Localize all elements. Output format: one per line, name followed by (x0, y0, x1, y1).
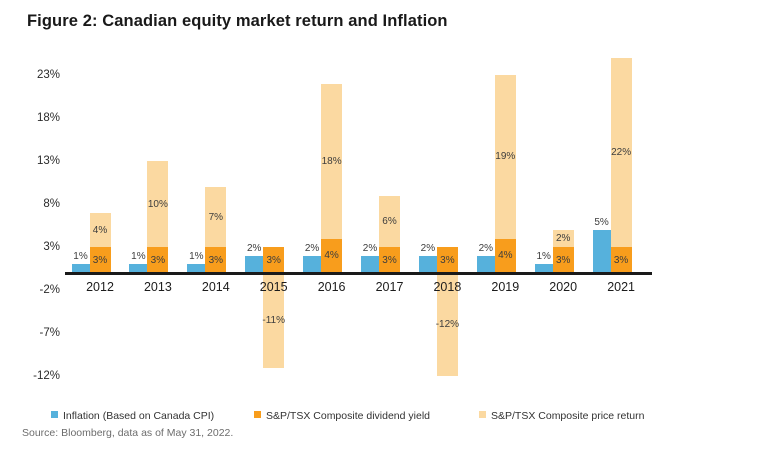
bar-price-return-2015 (263, 273, 285, 368)
bar-price-return-2014 (205, 187, 227, 248)
bar-inflation-2018 (418, 255, 437, 273)
bar-value-label: 3% (92, 254, 108, 266)
bar-dividend-yield-2017 (379, 247, 400, 273)
bar-price-return-2021 (610, 58, 632, 248)
bar-inflation-2017 (361, 255, 379, 273)
bar-value-label: -11% (262, 314, 285, 326)
bar-inflation-2012 (71, 264, 90, 273)
bar-dividend-yield-2016 (321, 238, 343, 273)
bar-value-label: 1% (536, 251, 551, 263)
bar-inflation-2015 (245, 255, 264, 273)
bar-dividend-yield-2015 (263, 247, 285, 273)
x-axis-year-label: 2013 (143, 280, 172, 294)
bar-value-label: 3% (382, 254, 397, 266)
legend-label: S&P/TSX Composite dividend yield (266, 409, 430, 422)
y-axis-tick-label: 18% (36, 112, 60, 125)
bar-value-label: 2% (246, 242, 262, 254)
x-axis-line (65, 272, 652, 275)
legend-item-0: Inflation (Based on Canada CPI) (51, 407, 215, 422)
x-axis-year-label: 2012 (86, 280, 114, 294)
y-axis-tick-label: -7% (39, 327, 60, 340)
bar-price-return-2012 (89, 212, 111, 248)
bar-price-return-2016 (321, 83, 343, 239)
bar-value-label: 5% (594, 217, 609, 228)
legend-item-2: S&P/TSX Composite price return (479, 407, 645, 422)
bar-value-label: 1% (189, 251, 204, 263)
bar-value-label: 2% (478, 242, 494, 254)
legend-label: Inflation (Based on Canada CPI) (63, 409, 215, 422)
x-axis-year-label: 2017 (375, 280, 404, 294)
bar-value-label: 3% (266, 254, 281, 266)
legend-swatch-icon (254, 411, 261, 419)
bar-value-label: 3% (555, 254, 571, 266)
figure-title: Figure 2: Canadian equity market return … (27, 12, 448, 30)
bar-value-label: 2% (555, 233, 571, 245)
bar-value-label: 10% (147, 198, 168, 210)
bar-value-label: 3% (613, 254, 629, 266)
bar-value-label: 4% (498, 250, 513, 262)
legend-swatch-icon (479, 411, 486, 419)
chart-legend: Inflation (Based on Canada CPI) S&P/TSX C… (0, 407, 768, 423)
x-axis-year-label: 2018 (433, 280, 462, 294)
legend-swatch-icon (51, 411, 58, 419)
y-axis-tick-label: 8% (43, 198, 60, 211)
bar-inflation-2014 (187, 264, 206, 273)
bar-value-label: 19% (495, 151, 516, 163)
bar-price-return-2020 (552, 230, 574, 248)
bar-inflation-2016 (303, 255, 322, 273)
bar-dividend-yield-2013 (147, 247, 169, 273)
bar-value-label: 2% (420, 242, 436, 254)
bar-inflation-2021 (592, 230, 611, 273)
bar-value-label: 4% (324, 250, 339, 262)
y-axis-tick-label: 13% (36, 155, 60, 168)
bar-value-label: 3% (440, 254, 455, 266)
bar-value-label: 1% (73, 251, 88, 263)
chart-area: 23% 18% 13% 8% 3% -2% -7% -12% 1% 3% 4% 2012 1% 3% 10%… (33, 58, 652, 383)
legend-label: S&P/TSX Composite price return (491, 409, 645, 422)
x-axis-year-label: 2016 (317, 280, 346, 294)
bar-value-label: 2% (362, 242, 378, 254)
bar-dividend-yield-2014 (205, 247, 227, 273)
bar-value-label: -12% (435, 319, 460, 331)
bar-dividend-yield-2020 (552, 247, 574, 273)
x-axis-year-label: 2015 (259, 280, 288, 294)
bar-inflation-2019 (476, 255, 495, 273)
bar-price-return-2018 (436, 273, 458, 377)
bar-dividend-yield-2019 (494, 238, 516, 273)
bar-value-label: 4% (92, 224, 108, 236)
bar-value-label: 18% (321, 155, 342, 167)
y-axis-tick-label: -12% (33, 370, 60, 383)
x-axis-year-label: 2019 (491, 280, 520, 294)
bar-dividend-yield-2018 (436, 247, 458, 273)
bar-value-label: 3% (208, 254, 224, 266)
bar-value-label: 6% (382, 215, 397, 227)
y-axis-tick-label: 3% (43, 241, 60, 254)
bar-price-return-2019 (494, 75, 516, 239)
y-axis-tick-label: 23% (36, 69, 60, 82)
bar-value-label: 2% (304, 242, 320, 254)
x-axis-year-label: 2014 (201, 280, 230, 294)
bar-dividend-yield-2021 (610, 247, 632, 273)
bar-value-label: 22% (611, 147, 632, 159)
source-note: Source: Bloomberg, data as of May 31, 20… (22, 427, 234, 439)
bar-inflation-2020 (534, 264, 553, 273)
bar-value-label: 7% (208, 211, 224, 223)
legend-item-1: S&P/TSX Composite dividend yield (254, 407, 430, 422)
x-axis-year-label: 2020 (549, 280, 578, 294)
bar-inflation-2013 (129, 264, 148, 273)
y-axis-tick-label: -2% (39, 284, 60, 297)
bar-dividend-yield-2012 (89, 247, 111, 273)
bar-value-label: 1% (131, 251, 146, 263)
bar-price-return-2017 (379, 195, 400, 248)
bar-price-return-2013 (147, 161, 169, 248)
bar-value-label: 3% (150, 254, 166, 266)
x-axis-year-label: 2021 (607, 280, 635, 294)
